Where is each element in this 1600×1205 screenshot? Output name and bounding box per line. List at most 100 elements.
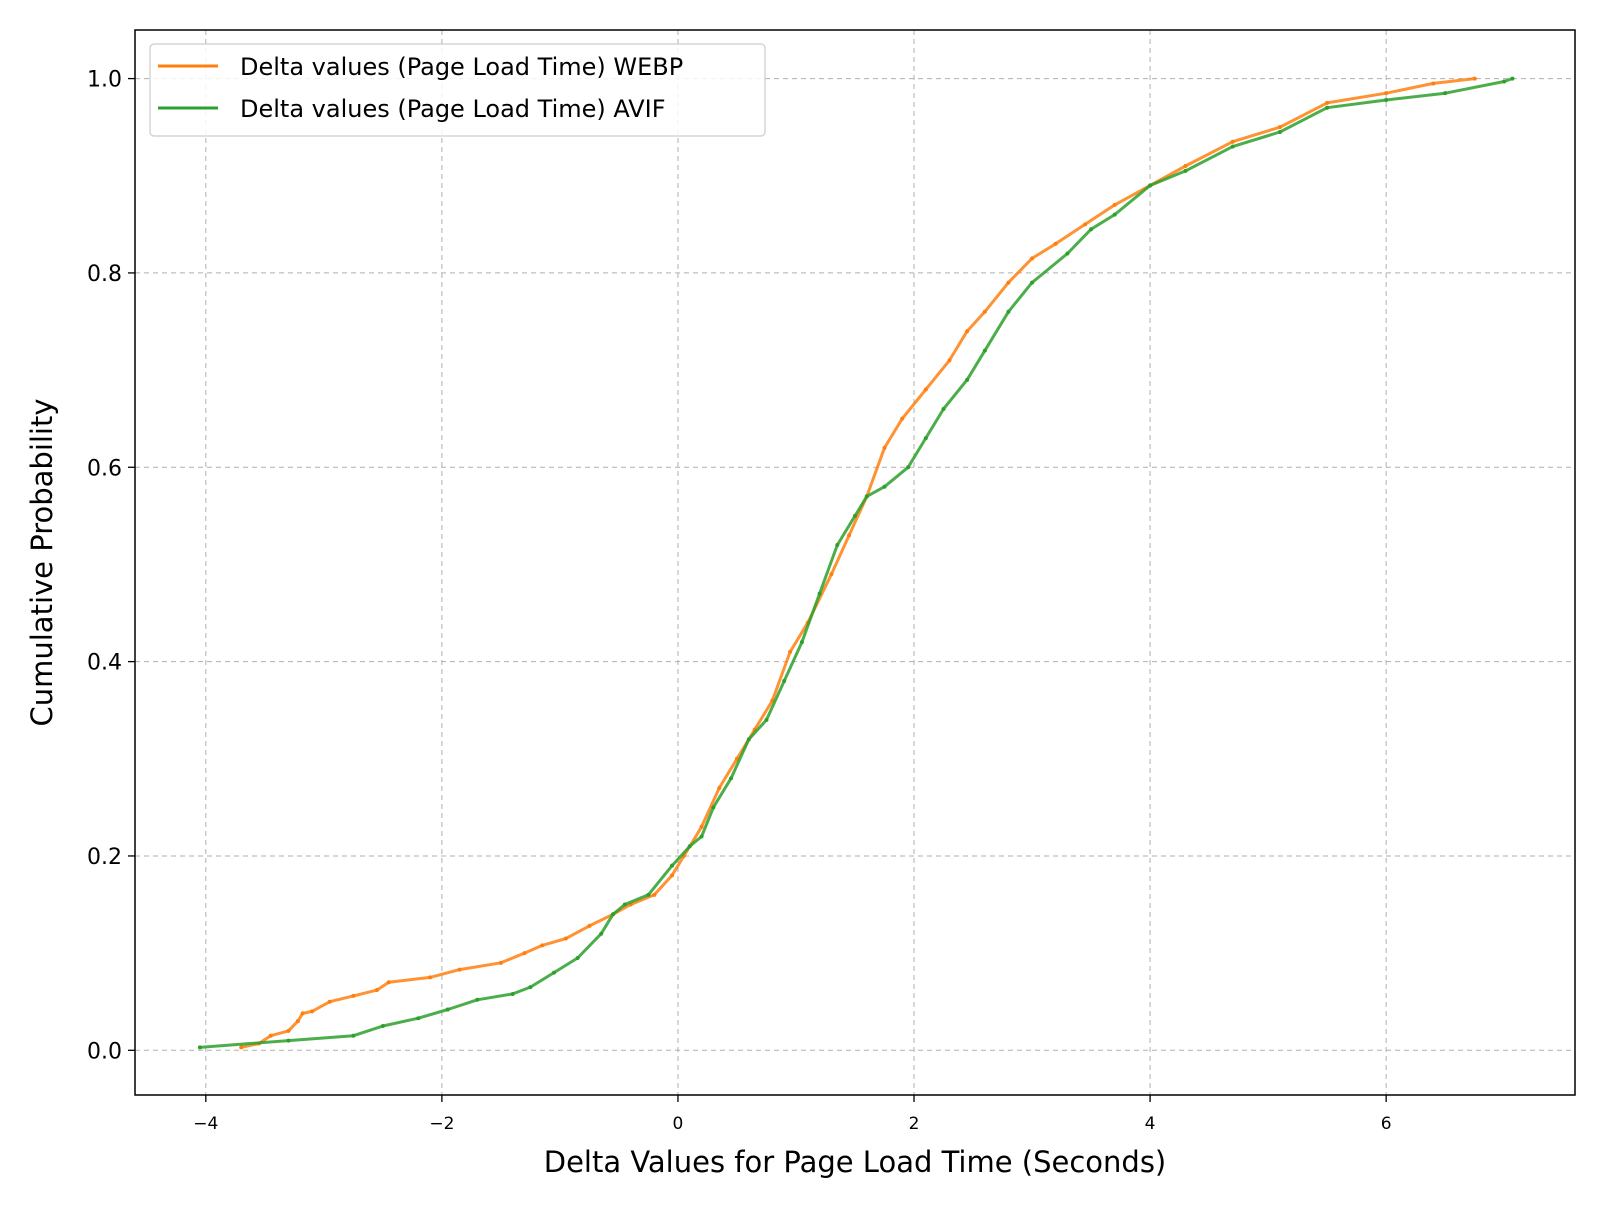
series-0-point — [268, 1033, 273, 1038]
series-0-point — [717, 785, 722, 790]
series-1-point — [445, 1007, 450, 1012]
series-0-point — [699, 824, 704, 829]
series-1-point — [670, 863, 675, 868]
series-1-point — [764, 717, 769, 722]
series-1-point — [1065, 251, 1070, 256]
series-0-point — [327, 999, 332, 1004]
series-1-point — [782, 679, 787, 684]
series-1-point — [923, 436, 928, 441]
series-0-point — [1384, 91, 1389, 96]
series-1-point — [528, 985, 533, 990]
series-0-point — [587, 923, 592, 928]
series-0-point — [1230, 139, 1235, 144]
series-1-point — [1502, 79, 1507, 84]
series-0-point — [947, 358, 952, 363]
series-1-point — [380, 1024, 385, 1029]
y-tick-label: 0.6 — [87, 456, 122, 481]
series-1-point — [286, 1038, 291, 1043]
series-0-point — [1053, 241, 1058, 246]
series-0-point — [923, 387, 928, 392]
series-0-point — [310, 1009, 315, 1014]
series-0-point — [847, 533, 852, 538]
y-tick-label: 0.2 — [87, 845, 122, 870]
series-1-point — [1030, 280, 1035, 285]
series-1-point — [817, 591, 822, 596]
series-1-point — [475, 997, 480, 1002]
x-tick-label: 4 — [1145, 1114, 1156, 1134]
grid — [135, 30, 1575, 1095]
plot-frame — [134, 29, 1576, 1096]
series-0-point — [1083, 222, 1088, 227]
series-lines — [197, 76, 1515, 1050]
series-0-point — [829, 572, 834, 577]
series-1-point — [1325, 105, 1330, 110]
series-1-point — [965, 377, 970, 382]
series-1-point — [729, 776, 734, 781]
series-1-point — [687, 844, 692, 849]
series-1-point — [1148, 183, 1153, 188]
series-1-point — [351, 1033, 356, 1038]
series-1-point — [746, 737, 751, 742]
series-0-point — [540, 943, 545, 948]
x-axis-title: Delta Values for Page Load Time (Seconds… — [544, 1145, 1167, 1179]
series-1-point — [1443, 91, 1448, 96]
legend-label-avif: Delta values (Page Load Time) AVIF — [240, 95, 666, 123]
series-0-point — [374, 988, 379, 993]
series-1-point — [799, 640, 804, 645]
series-1-point — [575, 955, 580, 960]
series-1-point — [1183, 168, 1188, 173]
series-1-point — [646, 892, 651, 897]
series-1-point — [599, 931, 604, 936]
x-tick-label: 2 — [909, 1114, 920, 1134]
series-0-point — [1006, 280, 1011, 285]
legend-box — [149, 43, 766, 137]
series-1-point — [1230, 144, 1235, 149]
series-0-point — [522, 951, 527, 956]
series-1-point — [622, 902, 627, 907]
series-0-point — [900, 416, 905, 421]
series-0-point — [239, 1045, 244, 1050]
series-0-point — [386, 980, 391, 985]
series-1-point — [1006, 309, 1011, 314]
series-0-point — [498, 960, 503, 965]
series-1-point — [853, 513, 857, 518]
series-0-point — [788, 649, 793, 654]
series-0-point — [428, 975, 433, 980]
series-line-1 — [199, 77, 1513, 1049]
y-tick-label: 0.4 — [87, 651, 122, 676]
series-0-point — [1030, 256, 1035, 261]
x-tick-label: 6 — [1381, 1114, 1392, 1134]
x-tick-label: 0 — [673, 1114, 684, 1134]
series-0-point — [1183, 164, 1188, 169]
series-0-point — [670, 873, 675, 878]
series-0-point — [1431, 81, 1436, 86]
series-0-point — [457, 967, 462, 972]
y-tick-label: 0.0 — [87, 1039, 122, 1064]
series-1-point — [882, 484, 887, 489]
series-0-point — [882, 445, 887, 450]
series-1-point — [1384, 97, 1389, 102]
series-0-point — [652, 892, 657, 897]
legend: Delta values (Page Load Time) WEBP Delta… — [149, 43, 766, 137]
series-1-point — [982, 348, 987, 353]
series-1-point — [906, 465, 911, 470]
series-1-point — [1277, 130, 1282, 135]
series-1-point — [1089, 227, 1094, 232]
series-1-point — [197, 1045, 202, 1050]
x-tick-label: −4 — [193, 1114, 218, 1134]
series-1-point — [1112, 212, 1117, 217]
series-0-point — [1277, 125, 1282, 130]
legend-label-webp: Delta values (Page Load Time) WEBP — [240, 53, 683, 81]
y-tick-label: 1.0 — [87, 68, 122, 93]
series-1-point — [941, 406, 946, 411]
series-1-point — [699, 834, 704, 839]
series-1-point — [864, 494, 869, 499]
y-axis-title: Cumulative Probability — [25, 398, 59, 726]
series-1-point — [611, 912, 616, 917]
series-1-point — [1510, 76, 1515, 81]
series-0-point — [351, 993, 356, 998]
series-0-point — [563, 936, 568, 941]
